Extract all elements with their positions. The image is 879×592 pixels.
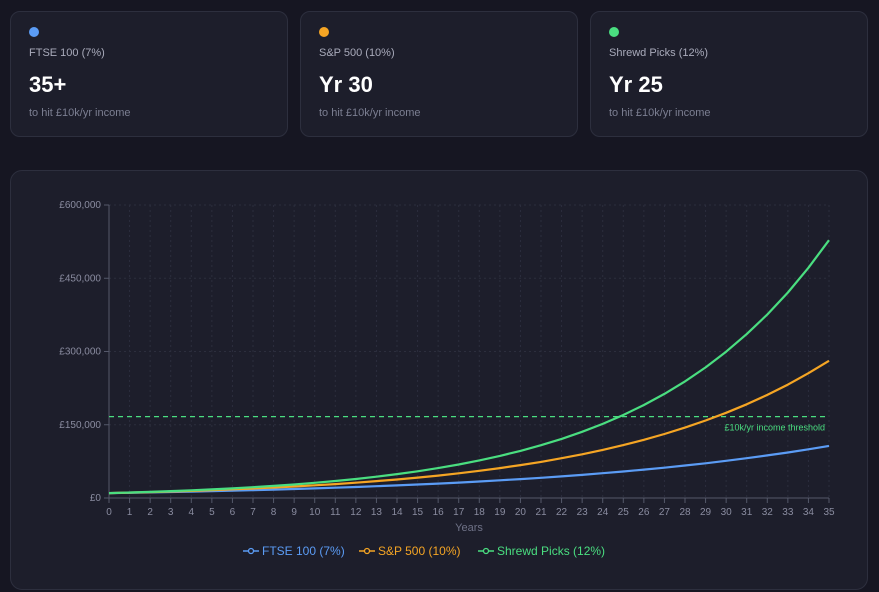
x-tick-label: 28 bbox=[679, 507, 691, 518]
x-tick-label: 31 bbox=[741, 507, 753, 518]
y-tick-label: £450,000 bbox=[59, 273, 101, 284]
x-tick-label: 4 bbox=[189, 507, 195, 518]
sp500-color-dot bbox=[319, 27, 329, 37]
legend-swatch-marker bbox=[247, 547, 255, 555]
card-subtitle: to hit £10k/yr income bbox=[319, 107, 421, 119]
legend-entry: Shrewd Picks (12%) bbox=[497, 544, 605, 558]
x-tick-label: 33 bbox=[782, 507, 794, 518]
x-tick-label: 8 bbox=[271, 507, 277, 518]
card-subtitle: to hit £10k/yr income bbox=[609, 107, 711, 119]
card-subtitle: to hit £10k/yr income bbox=[29, 107, 131, 119]
legend-entry: FTSE 100 (7%) bbox=[262, 544, 345, 558]
x-tick-label: 15 bbox=[412, 507, 424, 518]
x-tick-label: 16 bbox=[433, 507, 445, 518]
x-tick-label: 34 bbox=[803, 507, 815, 518]
x-tick-label: 23 bbox=[577, 507, 589, 518]
x-tick-label: 11 bbox=[330, 507, 341, 518]
legend-swatch-marker bbox=[363, 547, 371, 555]
card-label: FTSE 100 (7%) bbox=[29, 47, 105, 59]
x-tick-label: 35 bbox=[823, 507, 835, 518]
x-tick-label: 7 bbox=[250, 507, 256, 518]
x-tick-label: 18 bbox=[474, 507, 486, 518]
card-ftse: FTSE 100 (7%) 35+ to hit £10k/yr income bbox=[10, 11, 288, 137]
series-line-0 bbox=[108, 444, 830, 495]
card-label: Shrewd Picks (12%) bbox=[609, 47, 709, 59]
card-value: 35+ bbox=[29, 72, 67, 97]
x-tick-label: 25 bbox=[618, 507, 630, 518]
y-tick-label: £600,000 bbox=[59, 200, 101, 211]
x-tick-label: 12 bbox=[350, 507, 362, 518]
x-tick-label: 30 bbox=[721, 507, 733, 518]
threshold-label: £10k/yr income threshold bbox=[724, 423, 825, 433]
series-line-2 bbox=[108, 239, 830, 495]
x-tick-label: 10 bbox=[309, 507, 321, 518]
x-tick-label: 29 bbox=[700, 507, 712, 518]
y-tick-label: £300,000 bbox=[59, 347, 101, 358]
y-tick-label: £150,000 bbox=[59, 420, 101, 431]
y-tick-label: £0 bbox=[90, 493, 102, 504]
x-tick-label: 26 bbox=[638, 507, 650, 518]
legend-entry: S&P 500 (10%) bbox=[378, 544, 461, 558]
x-tick-label: 17 bbox=[453, 507, 465, 518]
x-tick-label: 9 bbox=[291, 507, 297, 518]
legend-swatch-marker bbox=[482, 547, 490, 555]
card-label: S&P 500 (10%) bbox=[319, 47, 395, 59]
x-tick-label: 13 bbox=[371, 507, 383, 518]
ftse-color-dot bbox=[29, 27, 39, 37]
card-sp500: S&P 500 (10%) Yr 30 to hit £10k/yr incom… bbox=[300, 11, 578, 137]
x-tick-label: 0 bbox=[106, 507, 112, 518]
x-tick-label: 20 bbox=[515, 507, 527, 518]
x-tick-label: 1 bbox=[127, 507, 133, 518]
x-tick-label: 14 bbox=[391, 507, 403, 518]
x-tick-label: 22 bbox=[556, 507, 568, 518]
x-tick-label: 19 bbox=[494, 507, 506, 518]
x-tick-label: 5 bbox=[209, 507, 215, 518]
x-tick-label: 2 bbox=[147, 507, 153, 518]
card-value: Yr 30 bbox=[319, 72, 373, 97]
summary-cards: FTSE 100 (7%) 35+ to hit £10k/yr income … bbox=[10, 11, 868, 137]
card-value: Yr 25 bbox=[609, 72, 663, 97]
x-tick-label: 3 bbox=[168, 507, 174, 518]
x-tick-label: 6 bbox=[230, 507, 236, 518]
card-shrewd-picks: Shrewd Picks (12%) Yr 25 to hit £10k/yr … bbox=[590, 11, 868, 137]
x-tick-label: 32 bbox=[762, 507, 774, 518]
x-tick-label: 27 bbox=[659, 507, 671, 518]
x-tick-label: 21 bbox=[535, 507, 547, 518]
x-axis-title: Years bbox=[455, 522, 483, 534]
shrewd-color-dot bbox=[609, 27, 619, 37]
chart-panel: £0 £150,000 £300,000 £450,000 £600,000 0 1 2 3 4 5… bbox=[10, 170, 868, 590]
x-tick-label: 24 bbox=[597, 507, 609, 518]
series-line-1 bbox=[108, 359, 830, 495]
